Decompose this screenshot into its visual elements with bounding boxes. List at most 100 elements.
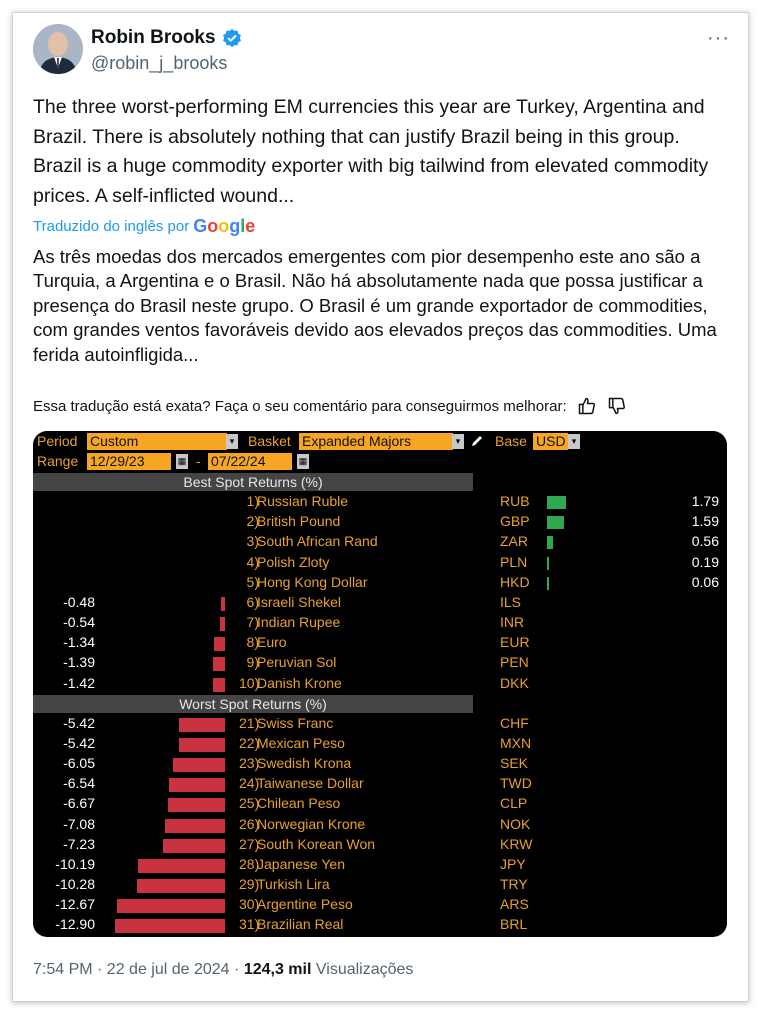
currency-name: Polish Zloty — [257, 553, 330, 570]
currency-name: South Korean Won — [257, 835, 376, 852]
return-value: -0.54 — [63, 614, 95, 631]
rank-label: 29) — [239, 876, 260, 892]
currency-code: ZAR — [500, 533, 528, 550]
negative-bar — [178, 717, 225, 732]
negative-bar — [212, 677, 225, 692]
more-options-icon[interactable]: ··· — [707, 27, 730, 49]
rank-label: 30) — [239, 896, 260, 913]
return-value: 0.06 — [691, 573, 719, 590]
tweet-card: Robin Brooks @robin_j_brooks ··· The thr… — [12, 12, 749, 1002]
currency-code: HKD — [500, 573, 530, 590]
negative-bar — [164, 818, 225, 833]
negative-bar — [169, 778, 225, 793]
positive-bar — [547, 556, 550, 570]
rank-label: 24) — [239, 775, 260, 792]
currency-code: NOK — [500, 815, 531, 832]
return-value: 1.59 — [691, 513, 719, 530]
feedback-prompt: Essa tradução está exata? Faça o seu com… — [33, 397, 567, 415]
rank-label: 21) — [239, 714, 260, 731]
pencil-icon[interactable] — [470, 434, 484, 448]
period-label: Period — [37, 433, 78, 449]
author-name[interactable]: Robin Brooks — [91, 27, 242, 49]
bloomberg-terminal-screenshot: Period Custom ▾ Basket Expanded Majors ▾… — [33, 431, 727, 937]
thumbs-down-icon[interactable] — [607, 396, 627, 416]
author-handle[interactable]: @robin_j_brooks — [91, 53, 228, 73]
translated-by-label[interactable]: Traduzido do inglês por — [33, 218, 190, 235]
rank-label: 2) — [246, 513, 259, 530]
basket-label: Basket — [248, 433, 291, 449]
rank-label: 7) — [246, 614, 259, 631]
rank-label: 23) — [239, 755, 260, 772]
positive-bar — [547, 576, 549, 590]
currency-code: SEK — [500, 755, 529, 772]
rank-label: 4) — [246, 553, 259, 570]
currency-name: Chilean Peso — [257, 795, 341, 812]
author-name-text[interactable]: Robin Brooks — [91, 27, 216, 48]
views-count: 124,3 mil — [243, 961, 312, 978]
currency-name: South African Rand — [257, 533, 378, 550]
rank-label: 8) — [246, 634, 259, 651]
return-value: -1.39 — [63, 654, 95, 671]
currency-name: Mexican Peso — [257, 734, 345, 751]
rank-label: 9) — [246, 654, 259, 671]
currency-code: PEN — [500, 654, 529, 671]
negative-bar — [173, 758, 225, 773]
currency-code: GBP — [500, 513, 530, 530]
worst-returns-header: Worst Spot Returns (%) — [33, 694, 473, 713]
rank-label: 1) — [246, 493, 259, 510]
positive-bar — [547, 496, 566, 510]
base-dropdown-icon[interactable]: ▾ — [568, 434, 580, 449]
negative-bar — [115, 919, 225, 934]
range-start-calendar-icon[interactable]: ▦ — [176, 454, 188, 469]
currency-code: DKK — [500, 674, 529, 691]
return-value: 0.56 — [691, 533, 719, 550]
basket-dropdown-icon[interactable]: ▾ — [452, 434, 464, 449]
negative-bar — [138, 858, 225, 873]
currency-code: TWD — [500, 775, 532, 792]
base-select[interactable]: USD — [533, 433, 568, 450]
currency-name: Russian Ruble — [257, 493, 349, 510]
currency-name: Euro — [257, 634, 287, 651]
currency-code: PLN — [500, 553, 528, 570]
translated-text: As três moedas dos mercados emergentes c… — [33, 246, 717, 365]
avatar[interactable] — [33, 24, 83, 74]
negative-bar — [220, 596, 225, 611]
basket-select[interactable]: Expanded Majors — [299, 433, 453, 450]
range-label: Range — [37, 453, 79, 469]
currency-code: CLP — [500, 795, 528, 812]
currency-name: Taiwanese Dollar — [257, 775, 364, 792]
negative-bar — [220, 617, 225, 632]
avatar-image — [33, 24, 83, 74]
currency-name: Swiss Franc — [257, 714, 334, 731]
currency-name: Brazilian Real — [257, 916, 344, 933]
return-value: -0.48 — [63, 593, 95, 610]
translated-by[interactable]: Traduzido do inglês por Google — [33, 216, 255, 237]
positive-bar — [547, 536, 553, 550]
period-dropdown-icon[interactable]: ▾ — [226, 434, 238, 449]
thumbs-up-icon[interactable] — [577, 396, 597, 416]
currency-name: British Pound — [257, 513, 341, 530]
currency-code: ARS — [500, 896, 529, 913]
currency-name: Norwegian Krone — [257, 815, 366, 832]
range-end-input[interactable]: 07/22/24 — [208, 453, 292, 470]
timestamp[interactable]: 7:54 PM · 22 de jul de 2024 · — [33, 961, 240, 978]
negative-bar — [178, 737, 225, 752]
currency-code: TRY — [500, 876, 528, 892]
return-value: -12.67 — [55, 896, 95, 913]
rank-label: 27) — [239, 835, 260, 852]
period-select[interactable]: Custom — [87, 433, 227, 450]
currency-name: Indian Rupee — [257, 614, 341, 631]
return-value: -6.54 — [63, 775, 95, 792]
return-value: -10.19 — [55, 855, 95, 872]
rank-label: 10) — [239, 674, 260, 691]
currency-name: Turkish Lira — [257, 876, 330, 892]
negative-bar — [213, 657, 225, 672]
range-end-calendar-icon[interactable]: ▦ — [297, 454, 309, 469]
range-start-input[interactable]: 12/29/23 — [87, 453, 171, 470]
currency-name: Japanese Yen — [257, 855, 345, 872]
return-value: -1.34 — [63, 634, 95, 651]
tweet-meta: 7:54 PM · 22 de jul de 2024 · 124,3 mil … — [33, 961, 413, 979]
currency-code: BRL — [500, 916, 528, 933]
views-label: Visualizações — [315, 961, 414, 978]
verified-badge-icon — [222, 28, 241, 48]
